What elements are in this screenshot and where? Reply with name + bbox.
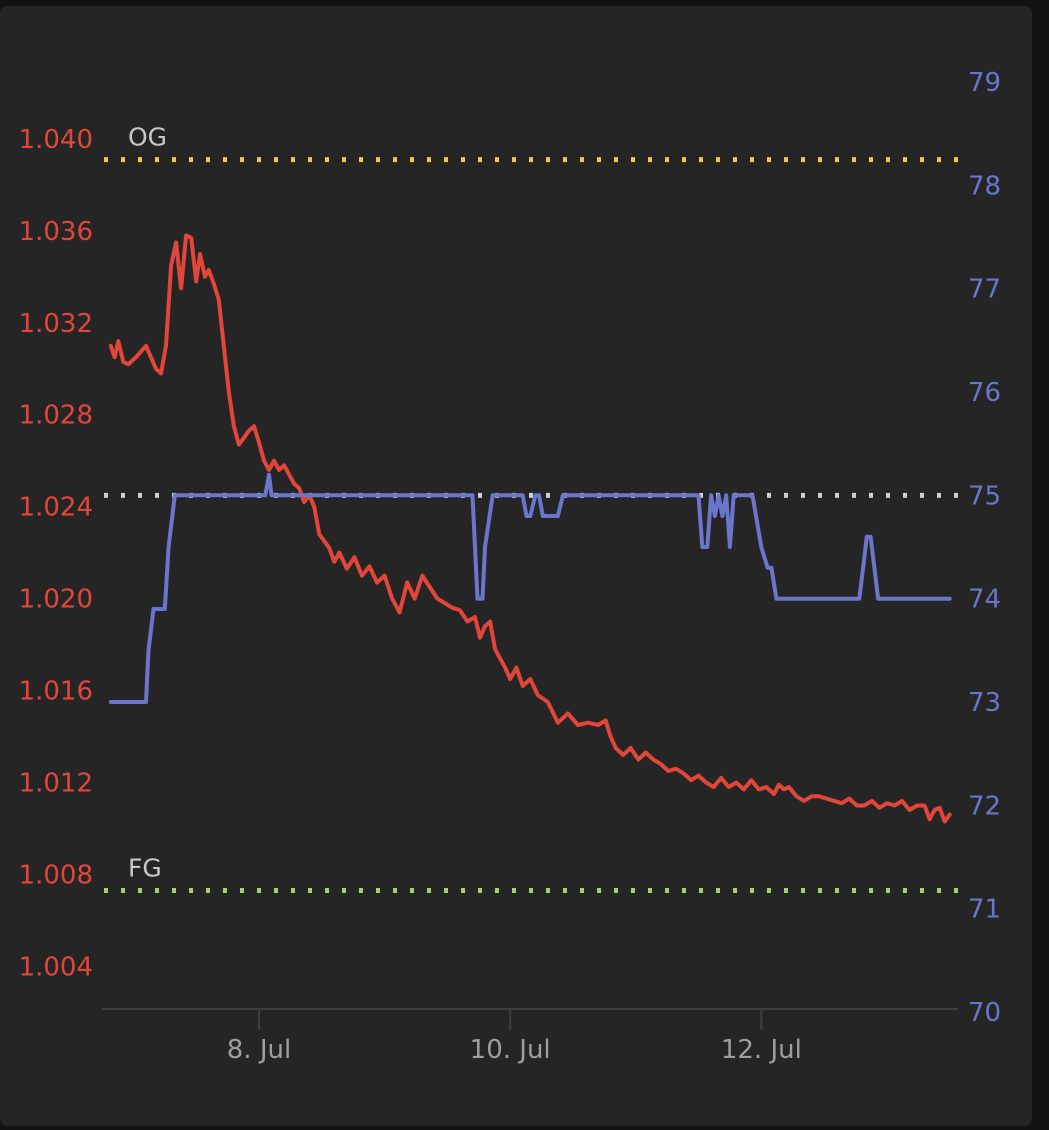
chart-card — [0, 6, 1032, 1126]
left-axis-tick-label: 1.028 — [19, 401, 93, 431]
right-axis-tick-label: 71 — [968, 895, 1001, 925]
right-axis-tick-label: 73 — [968, 688, 1001, 718]
left-axis-tick-label: 1.036 — [19, 217, 93, 247]
x-axis-tick-label: 8. Jul — [227, 1035, 291, 1065]
left-axis-tick-label: 1.012 — [19, 768, 93, 798]
fg-reference-label: FG — [128, 853, 162, 882]
left-axis-tick-label: 1.020 — [19, 585, 93, 615]
right-axis-tick-label: 70 — [968, 998, 1001, 1028]
left-axis-tick-label: 1.008 — [19, 860, 93, 890]
left-axis-tick-label: 1.032 — [19, 309, 93, 339]
gravity-series-line — [108, 233, 952, 824]
x-axis-tick-label: 10. Jul — [470, 1035, 551, 1065]
right-axis-tick-label: 72 — [968, 791, 1001, 821]
right-axis-tick-label: 78 — [968, 171, 1001, 201]
og-reference-label: OG — [128, 123, 167, 152]
right-axis-tick-label: 76 — [968, 378, 1001, 408]
temperature-series-line — [108, 472, 952, 704]
right-axis-tick-label: 74 — [968, 585, 1001, 615]
right-axis-tick-label: 77 — [968, 275, 1001, 305]
left-axis-tick-label: 1.016 — [19, 677, 93, 707]
left-axis-tick-label: 1.024 — [19, 493, 93, 523]
left-axis-tick-label: 1.040 — [19, 125, 93, 155]
series-layer — [108, 233, 952, 824]
x-axis-tick-label: 12. Jul — [721, 1035, 802, 1065]
right-axis-tick-label: 75 — [968, 481, 1001, 511]
right-axis-tick-label: 79 — [968, 68, 1001, 98]
left-axis-tick-label: 1.004 — [19, 952, 93, 982]
axes: 1.004 1.008 1.012 1.016 1.020 1.024 1.028 1.032… — [19, 68, 1002, 1065]
reference-lines: OG FG — [104, 123, 962, 893]
